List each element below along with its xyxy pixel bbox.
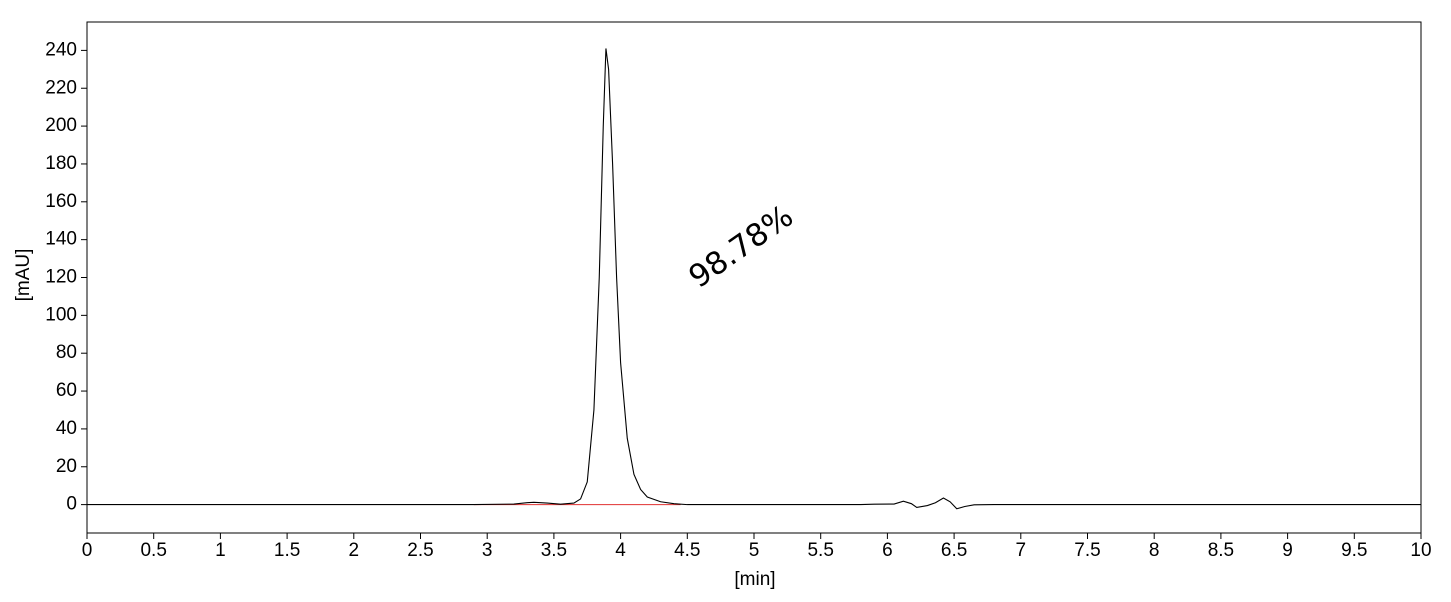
x-tick-label: 2.5 <box>407 540 433 561</box>
x-tick-label: 1 <box>215 540 226 561</box>
x-tick-label: 0.5 <box>140 540 166 561</box>
y-tick-label: 240 <box>45 39 77 60</box>
x-tick-label: 5 <box>749 540 760 561</box>
x-tick-label: 9 <box>1282 540 1293 561</box>
y-tick-label: 160 <box>45 191 77 212</box>
y-tick-label: 220 <box>45 77 77 98</box>
y-tick-label: 40 <box>56 418 77 439</box>
y-axis-label: [mAU] <box>13 249 34 302</box>
y-tick-label: 140 <box>45 229 77 250</box>
x-tick-label: 8 <box>1149 540 1160 561</box>
x-tick-label: 6.5 <box>941 540 967 561</box>
x-tick-label: 7.5 <box>1074 540 1100 561</box>
chromatogram-trace <box>87 48 1421 510</box>
x-tick-label: 3 <box>482 540 493 561</box>
x-tick-label: 8.5 <box>1208 540 1234 561</box>
plot-frame <box>86 21 1422 534</box>
x-tick-label: 1.5 <box>274 540 300 561</box>
x-tick-label: 2 <box>349 540 360 561</box>
y-tick-label: 20 <box>56 456 77 477</box>
y-tick-label: 200 <box>45 115 77 136</box>
y-tick-label: 120 <box>45 267 77 288</box>
x-tick-label: 4.5 <box>674 540 700 561</box>
y-tick-label: 0 <box>66 494 77 515</box>
annotation: 98.78% <box>682 198 799 295</box>
y-tick-label: 100 <box>45 304 77 325</box>
x-tick-label: 5.5 <box>807 540 833 561</box>
x-tick-label: 9.5 <box>1341 540 1367 561</box>
y-tick-label: 180 <box>45 153 77 174</box>
x-tick-label: 3.5 <box>541 540 567 561</box>
y-tick-label: 60 <box>56 380 77 401</box>
x-tick-label: 6 <box>882 540 893 561</box>
x-tick-label: 0 <box>82 540 93 561</box>
x-axis-label: [min] <box>734 569 775 590</box>
y-tick-label: 80 <box>56 342 77 363</box>
x-tick-label: 4 <box>615 540 626 561</box>
x-tick-label: 10 <box>1410 540 1431 561</box>
x-tick-label: 7 <box>1016 540 1027 561</box>
